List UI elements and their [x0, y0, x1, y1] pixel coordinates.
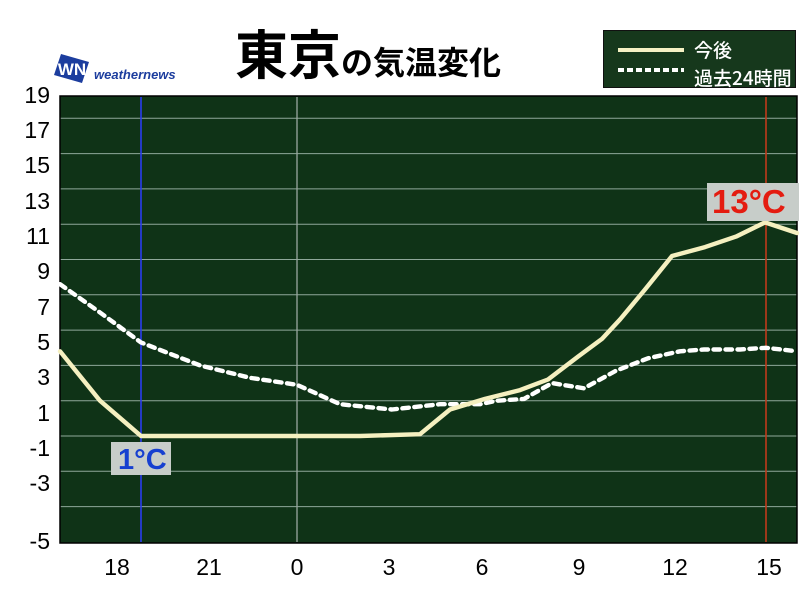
svg-text:15: 15	[24, 152, 50, 178]
svg-text:17: 17	[24, 117, 50, 143]
svg-text:-5: -5	[30, 528, 50, 554]
svg-text:9: 9	[37, 258, 50, 284]
svg-text:19: 19	[24, 82, 50, 108]
svg-text:-1: -1	[30, 435, 50, 461]
svg-text:3: 3	[383, 554, 396, 580]
svg-text:0: 0	[291, 554, 304, 580]
svg-text:18: 18	[104, 554, 130, 580]
svg-text:1°C: 1°C	[118, 444, 167, 476]
svg-text:15: 15	[756, 554, 782, 580]
svg-text:-3: -3	[30, 470, 50, 496]
svg-text:13°C: 13°C	[712, 183, 786, 220]
svg-text:5: 5	[37, 329, 50, 355]
svg-text:3: 3	[37, 364, 50, 390]
svg-text:7: 7	[37, 294, 50, 320]
svg-text:21: 21	[196, 554, 222, 580]
svg-text:11: 11	[26, 223, 50, 249]
svg-text:9: 9	[573, 554, 586, 580]
svg-text:13: 13	[24, 188, 50, 214]
svg-text:12: 12	[662, 554, 688, 580]
svg-text:6: 6	[476, 554, 489, 580]
svg-text:1: 1	[37, 400, 50, 426]
